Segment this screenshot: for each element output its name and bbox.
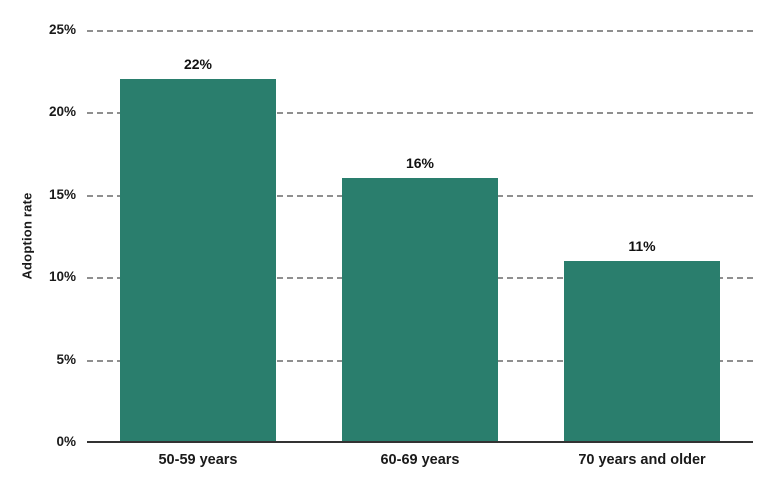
gridline <box>87 30 753 32</box>
bar-value-label: 22% <box>183 56 213 73</box>
gridline <box>87 112 753 115</box>
bar <box>120 79 276 442</box>
bar-value-label: 11% <box>628 237 656 254</box>
bar <box>342 178 498 442</box>
bar-value-label: 16% <box>405 155 435 172</box>
y-axis-title: Adoption rate <box>19 192 35 280</box>
y-tick-label: 20% <box>48 104 76 120</box>
bar <box>564 260 720 442</box>
x-category-label: 70 years and older <box>578 452 706 468</box>
y-tick-label: 15% <box>48 186 76 202</box>
y-tick-label: 0% <box>56 434 76 449</box>
y-tick-label: 5% <box>56 351 76 367</box>
x-category-label: 60-69 years <box>380 452 460 468</box>
x-axis-line <box>87 441 753 443</box>
y-tick-label: 25% <box>48 22 76 37</box>
x-category-label: 50-59 years <box>158 452 238 468</box>
y-tick-label: 10% <box>48 269 76 285</box>
